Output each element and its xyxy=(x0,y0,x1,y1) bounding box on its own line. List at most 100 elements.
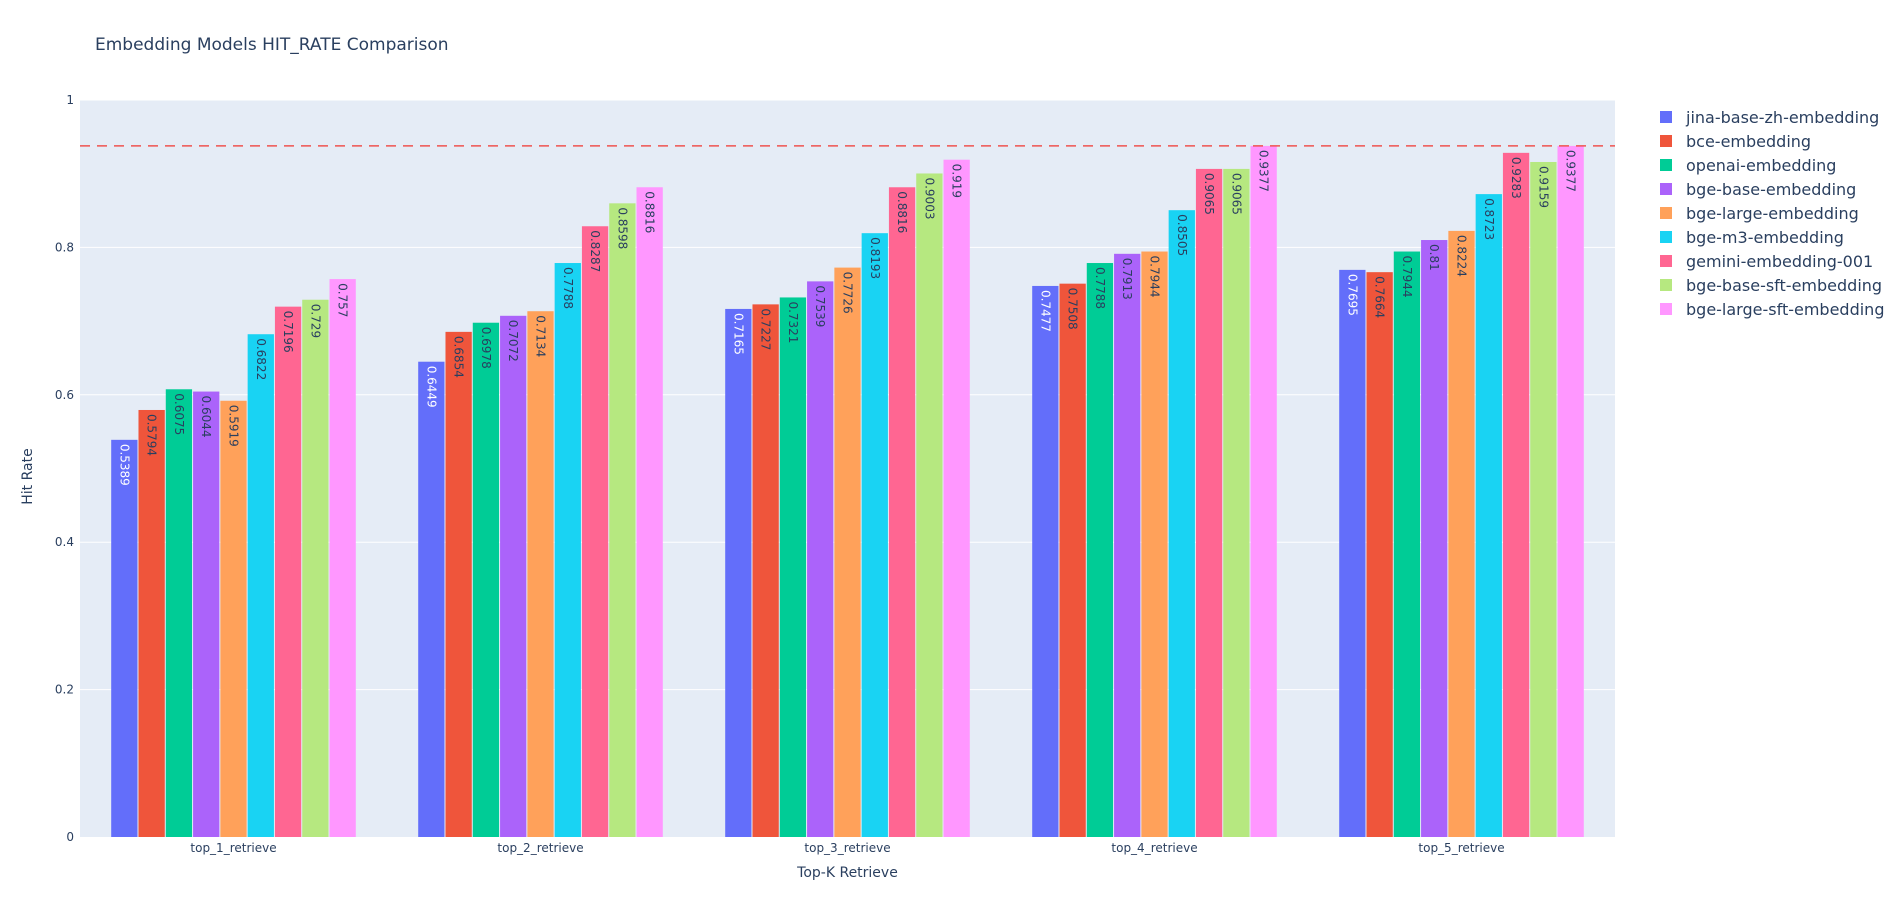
legend: jina-base-zh-embedding bce-embedding opena… xyxy=(1660,108,1884,319)
bar-value-label: 0.919 xyxy=(950,164,964,198)
bar xyxy=(111,439,138,837)
legend-swatch xyxy=(1660,183,1672,195)
legend-swatch xyxy=(1660,207,1672,219)
bar-value-label: 0.7695 xyxy=(1345,274,1359,316)
chart-title: Embedding Models HIT_RATE Comparison xyxy=(95,35,449,55)
bar xyxy=(888,187,916,837)
bar xyxy=(1223,168,1250,838)
y-tick-label: 0.2 xyxy=(55,683,74,697)
bar xyxy=(1339,269,1366,837)
bar-value-label: 0.7134 xyxy=(534,315,548,357)
bar-value-label: 0.6044 xyxy=(199,396,213,438)
bar-value-label: 0.9159 xyxy=(1536,166,1550,208)
bar xyxy=(1168,210,1195,837)
bar xyxy=(274,306,302,837)
bar xyxy=(1059,283,1086,837)
y-tick-label: 0.6 xyxy=(55,388,74,402)
bar-value-label: 0.7196 xyxy=(281,311,295,353)
legend-item-label: bge-base-embedding xyxy=(1686,180,1856,199)
bar xyxy=(165,389,193,837)
bar-value-label: 0.9377 xyxy=(1257,150,1271,192)
legend-item-label: jina-base-zh-embedding xyxy=(1685,108,1879,127)
bar xyxy=(636,187,663,837)
bar-value-label: 0.7788 xyxy=(1093,267,1107,309)
legend-swatch xyxy=(1660,135,1672,147)
bar xyxy=(329,279,356,837)
bar xyxy=(302,299,329,837)
bar-value-label: 0.7664 xyxy=(1373,276,1387,318)
bar xyxy=(1086,263,1114,837)
x-axis-ticks: top_1_retrieve top_2_retrieve top_3_retrie… xyxy=(190,841,1504,855)
x-tick-label: top_2_retrieve xyxy=(497,841,583,855)
bar-value-label: 0.9377 xyxy=(1564,150,1578,192)
bar-value-label: 0.6978 xyxy=(479,327,493,369)
bar-value-label: 0.7539 xyxy=(813,285,827,327)
y-axis-ticks: 0 0.2 0.4 0.6 0.8 1 xyxy=(55,93,74,844)
bar-value-label: 0.7321 xyxy=(786,301,800,343)
bar-value-label: 0.7477 xyxy=(1038,290,1052,332)
bar-value-label: 0.7726 xyxy=(841,272,855,314)
bar xyxy=(445,331,472,837)
bar xyxy=(779,297,807,838)
bar-value-label: 0.6822 xyxy=(254,338,268,380)
bar-labels: 0.5389 0.5794 0.6075 0.6044 0.5919 0.6822 0.71… xyxy=(117,150,1577,486)
bar-value-label: 0.9283 xyxy=(1509,157,1523,199)
bars xyxy=(111,145,1584,838)
bar-value-label: 0.7913 xyxy=(1120,258,1134,300)
legend-item-label: gemini-embedding-001 xyxy=(1686,252,1873,271)
bar xyxy=(1366,272,1393,837)
y-tick-label: 0 xyxy=(66,830,74,844)
legend-item-label: bge-large-embedding xyxy=(1686,204,1859,223)
y-axis-title: Hit Rate xyxy=(20,448,36,504)
bar xyxy=(472,322,500,837)
bar xyxy=(834,267,861,837)
bar xyxy=(807,281,834,837)
x-tick-label: top_1_retrieve xyxy=(190,841,276,855)
bar xyxy=(1448,230,1475,837)
bar xyxy=(725,308,752,837)
bar xyxy=(418,361,445,837)
bar-value-label: 0.5389 xyxy=(117,444,131,486)
bar-value-label: 0.7944 xyxy=(1148,256,1162,298)
bar xyxy=(861,233,888,837)
legend-item-label: bge-m3-embedding xyxy=(1686,228,1844,247)
bar xyxy=(752,304,779,837)
y-tick-label: 0.4 xyxy=(55,535,74,549)
bar-value-label: 0.8505 xyxy=(1175,214,1189,256)
bar xyxy=(500,315,527,838)
bar-value-label: 0.7508 xyxy=(1066,288,1080,330)
y-tick-label: 0.8 xyxy=(55,240,74,254)
bar-value-label: 0.8193 xyxy=(868,237,882,279)
legend-swatch xyxy=(1660,279,1672,291)
bar-value-label: 0.8723 xyxy=(1482,198,1496,240)
bar-value-label: 0.8598 xyxy=(615,207,629,249)
bar-value-label: 0.7072 xyxy=(506,320,520,362)
bar-value-label: 0.6075 xyxy=(172,393,186,435)
bar xyxy=(247,334,274,837)
legend-item-label: bge-large-sft-embedding xyxy=(1686,300,1884,319)
bar-value-label: 0.6854 xyxy=(452,336,466,378)
bar-value-label: 0.8224 xyxy=(1455,235,1469,277)
legend-swatch xyxy=(1660,303,1672,315)
bar-value-label: 0.757 xyxy=(336,283,350,317)
legend-item-label: openai-embedding xyxy=(1686,156,1836,175)
bar xyxy=(1393,251,1421,837)
legend-swatch xyxy=(1660,111,1672,123)
legend-swatch xyxy=(1660,255,1672,267)
bar-value-label: 0.8816 xyxy=(643,191,657,233)
bar-value-label: 0.7165 xyxy=(731,313,745,355)
bar-value-label: 0.9003 xyxy=(922,177,936,219)
x-tick-label: top_4_retrieve xyxy=(1111,841,1197,855)
legend-swatch xyxy=(1660,159,1672,171)
bar xyxy=(1195,168,1223,838)
bar-value-label: 0.729 xyxy=(308,304,322,338)
x-tick-label: top_3_retrieve xyxy=(804,841,890,855)
bar xyxy=(916,173,943,838)
bar xyxy=(138,409,165,837)
bar xyxy=(1032,285,1059,838)
bar xyxy=(193,391,220,837)
bar xyxy=(1250,145,1277,837)
bar-value-label: 0.8287 xyxy=(588,230,602,272)
legend-item-label: bce-embedding xyxy=(1686,132,1811,151)
